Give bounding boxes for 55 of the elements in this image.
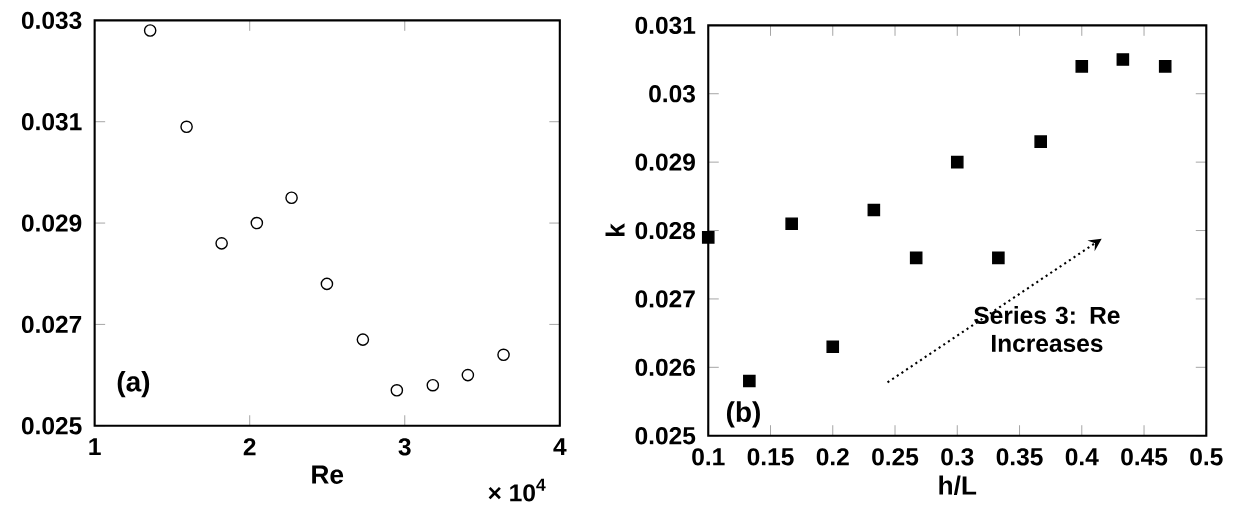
x-tick-label: 0.3	[941, 448, 974, 466]
y-tick-label: 0.033	[21, 11, 82, 29]
point	[743, 374, 756, 388]
point	[1075, 59, 1089, 73]
point	[950, 155, 964, 169]
y-tick-label: 0.026	[635, 358, 695, 376]
text: × 10$^{4}$	[488, 478, 546, 502]
annotation: (a)	[117, 370, 150, 398]
x-tick-label: 0.2	[816, 448, 849, 466]
x-tick-label: 1	[89, 438, 101, 455]
annotation: (b)	[726, 401, 760, 428]
point	[1034, 135, 1047, 148]
point	[826, 340, 840, 354]
x-tick-label: 2	[243, 438, 256, 456]
x-axis-title: h/L	[939, 475, 977, 495]
x-tick-label: 0.5	[1190, 448, 1223, 466]
point	[390, 383, 404, 397]
point	[356, 333, 370, 346]
point	[461, 368, 475, 382]
point	[867, 203, 881, 217]
y-tick-label: 0.031	[635, 16, 696, 34]
point	[180, 120, 193, 133]
point	[701, 230, 715, 244]
x-axis-title: Re	[312, 465, 344, 484]
x-tick-label: 0.35	[996, 448, 1043, 466]
point	[320, 277, 334, 291]
point	[215, 236, 228, 250]
y-tick-label: 0.025	[21, 417, 82, 435]
point	[909, 251, 923, 265]
annotation: Series 3: Re Increases	[974, 305, 1120, 352]
point	[285, 191, 298, 204]
y-tick-label: 0.027	[21, 315, 82, 333]
point	[1116, 53, 1130, 66]
y-tick-label: 0.025	[635, 426, 696, 445]
y-axis-title: k	[605, 223, 625, 236]
point	[426, 378, 440, 392]
x-tick-label: 4	[553, 438, 567, 455]
y-tick-label: 0.029	[21, 214, 82, 232]
x-tick-label: 0.15	[747, 448, 794, 466]
point	[992, 251, 1005, 265]
y-tick-label: 0.027	[635, 290, 695, 308]
point	[1158, 59, 1172, 73]
y-tick-label: 0.031	[21, 112, 82, 131]
point	[250, 216, 264, 230]
x-tick-label: 0.45	[1121, 448, 1168, 466]
point	[497, 348, 510, 362]
x-tick-label: 0.25	[872, 448, 919, 466]
y-tick-label: 0.028	[635, 221, 696, 240]
y-tick-label: 0.03	[649, 84, 695, 103]
point	[143, 24, 157, 37]
y-tick-label: 0.029	[635, 153, 695, 171]
point	[785, 217, 798, 230]
x-tick-label: 3	[398, 438, 411, 456]
x-tick-label: 0.4	[1065, 448, 1099, 466]
x-tick-label: 0.1	[692, 448, 725, 466]
